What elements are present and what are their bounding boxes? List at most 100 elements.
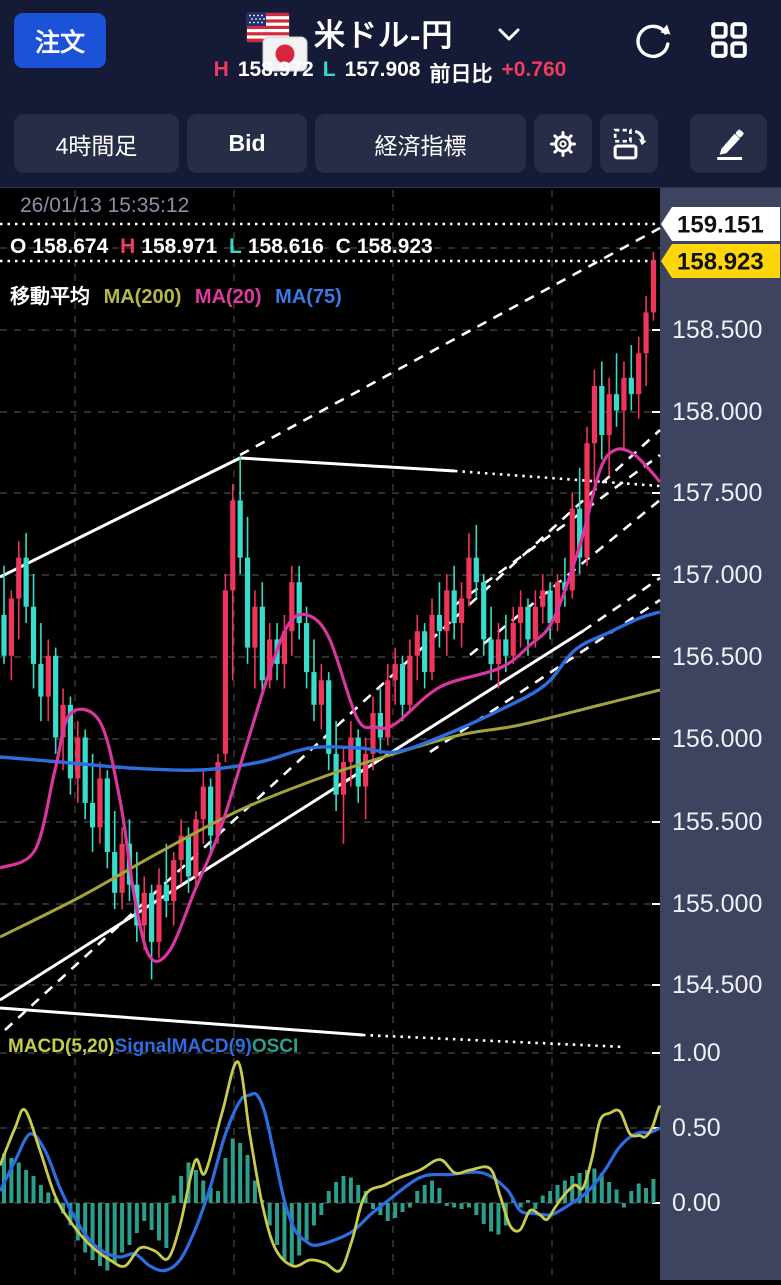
high-label: H bbox=[213, 58, 229, 81]
candle bbox=[444, 574, 450, 656]
bid-ask-toggle[interactable]: Bid bbox=[187, 114, 307, 173]
price-axis-labels: 158.500 158.000 157.500 157.000 156.500 156.0… bbox=[672, 316, 762, 1217]
gear-icon bbox=[550, 130, 576, 157]
trendline-dashed bbox=[469, 498, 661, 657]
candle bbox=[8, 590, 14, 681]
candle bbox=[30, 574, 37, 689]
svg-text:159.151: 159.151 bbox=[677, 212, 764, 239]
ma200-label: MA(200) bbox=[103, 286, 182, 308]
low-label: L bbox=[322, 58, 336, 81]
open-value: 158.674 bbox=[32, 235, 109, 258]
prev-day-label: 前日比 bbox=[429, 63, 493, 86]
refresh-button[interactable] bbox=[628, 16, 678, 66]
candle bbox=[193, 811, 199, 885]
candle bbox=[547, 582, 553, 640]
candle bbox=[340, 745, 347, 844]
pair-title[interactable]: 米ドル-円 bbox=[314, 18, 454, 53]
macd-signal-line bbox=[0, 1091, 661, 1273]
currency-pair-flags bbox=[246, 10, 310, 72]
candles-layer bbox=[1, 251, 657, 980]
candle bbox=[45, 639, 51, 722]
candle bbox=[540, 574, 546, 624]
candle bbox=[326, 672, 332, 771]
price-axis[interactable] bbox=[660, 188, 781, 1280]
trendlines[interactable] bbox=[0, 222, 661, 1049]
trendline-solid bbox=[239, 456, 456, 473]
candle bbox=[518, 590, 524, 648]
app-header: 注文 米ドル-円 bbox=[0, 0, 781, 100]
economic-indicators-button[interactable]: 経済指標 bbox=[315, 114, 526, 173]
candle bbox=[650, 251, 657, 321]
candle bbox=[348, 721, 354, 787]
axis-label: 155.000 bbox=[672, 890, 762, 918]
ma20-label: MA(20) bbox=[194, 286, 262, 308]
candle bbox=[53, 647, 59, 754]
timeframe-button[interactable]: 4時間足 bbox=[14, 114, 179, 173]
macd-line bbox=[0, 1060, 662, 1273]
candle bbox=[119, 827, 125, 910]
candle bbox=[267, 623, 273, 689]
grid-icon bbox=[711, 21, 747, 58]
chevron-down-icon[interactable] bbox=[498, 28, 520, 42]
candle bbox=[259, 582, 265, 697]
candle bbox=[591, 369, 597, 485]
draw-button[interactable] bbox=[690, 114, 767, 173]
trendline-solid bbox=[0, 629, 584, 1002]
candle bbox=[488, 606, 494, 681]
price-chart-canvas[interactable]: 158.500 158.000 157.500 157.000 156.500 156.0… bbox=[0, 188, 781, 1280]
candle bbox=[436, 582, 443, 648]
settings-button[interactable] bbox=[534, 114, 592, 173]
ma-legend: 移動平均 MA(200) MA(20) MA(75) bbox=[10, 280, 350, 309]
candle bbox=[156, 868, 162, 959]
axis-label: 0.00 bbox=[672, 1189, 721, 1217]
axis-label: 0.50 bbox=[672, 1114, 721, 1142]
candle bbox=[636, 336, 642, 419]
close-label: C bbox=[335, 235, 351, 258]
order-button[interactable]: 注文 bbox=[14, 13, 106, 68]
candle bbox=[230, 484, 236, 681]
candle bbox=[296, 565, 302, 640]
candle bbox=[532, 590, 538, 648]
candle bbox=[97, 762, 103, 844]
candle bbox=[363, 737, 369, 820]
candle bbox=[407, 639, 413, 713]
ma-title: 移動平均 bbox=[10, 286, 90, 308]
high-value: 158.971 bbox=[141, 235, 218, 258]
rotate-chart-button[interactable] bbox=[600, 114, 658, 173]
trendline-solid bbox=[0, 1006, 364, 1037]
candle bbox=[289, 565, 295, 656]
candle bbox=[458, 582, 465, 648]
axis-ticks bbox=[652, 329, 660, 1204]
candle bbox=[178, 819, 184, 885]
candle bbox=[554, 574, 561, 632]
candle bbox=[163, 843, 169, 918]
ma20-line bbox=[0, 447, 662, 963]
candle bbox=[171, 851, 177, 926]
candle bbox=[510, 606, 516, 664]
axis-label: 1.00 bbox=[672, 1039, 721, 1067]
macd-histogram bbox=[2, 1138, 656, 1271]
candle bbox=[429, 598, 435, 681]
trendline-dashed bbox=[4, 429, 661, 1031]
candle bbox=[422, 623, 428, 689]
chart-area[interactable]: 158.500 158.000 157.500 157.000 156.500 156.0… bbox=[0, 188, 781, 1280]
candle bbox=[451, 565, 457, 640]
high-value: 158.972 bbox=[237, 58, 314, 81]
macd-legend: MACD(5,20)SignalMACD(9)OSCI bbox=[8, 1036, 298, 1058]
low-label: L bbox=[229, 235, 242, 258]
jp-flag-icon bbox=[262, 36, 308, 72]
candle bbox=[643, 296, 649, 386]
signal-label: SignalMACD(9) bbox=[114, 1036, 252, 1057]
candle bbox=[481, 574, 487, 656]
candle bbox=[149, 884, 155, 980]
candle bbox=[385, 663, 391, 746]
candle bbox=[503, 614, 509, 673]
candle bbox=[569, 492, 575, 599]
layout-grid-button[interactable] bbox=[704, 16, 754, 66]
axis-label: 154.500 bbox=[672, 971, 762, 999]
candle bbox=[303, 606, 310, 689]
osci-label: OSCI bbox=[251, 1036, 299, 1057]
candle bbox=[1, 565, 7, 664]
close-value: 158.923 bbox=[356, 235, 433, 258]
